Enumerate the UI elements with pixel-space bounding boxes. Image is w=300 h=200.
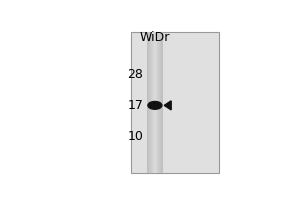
Text: 28: 28 bbox=[128, 68, 143, 81]
Text: 17: 17 bbox=[128, 99, 143, 112]
Text: 10: 10 bbox=[128, 130, 143, 143]
Ellipse shape bbox=[148, 101, 162, 109]
Bar bbox=[130, 32, 219, 173]
Text: WiDr: WiDr bbox=[140, 31, 170, 44]
Polygon shape bbox=[164, 101, 171, 110]
